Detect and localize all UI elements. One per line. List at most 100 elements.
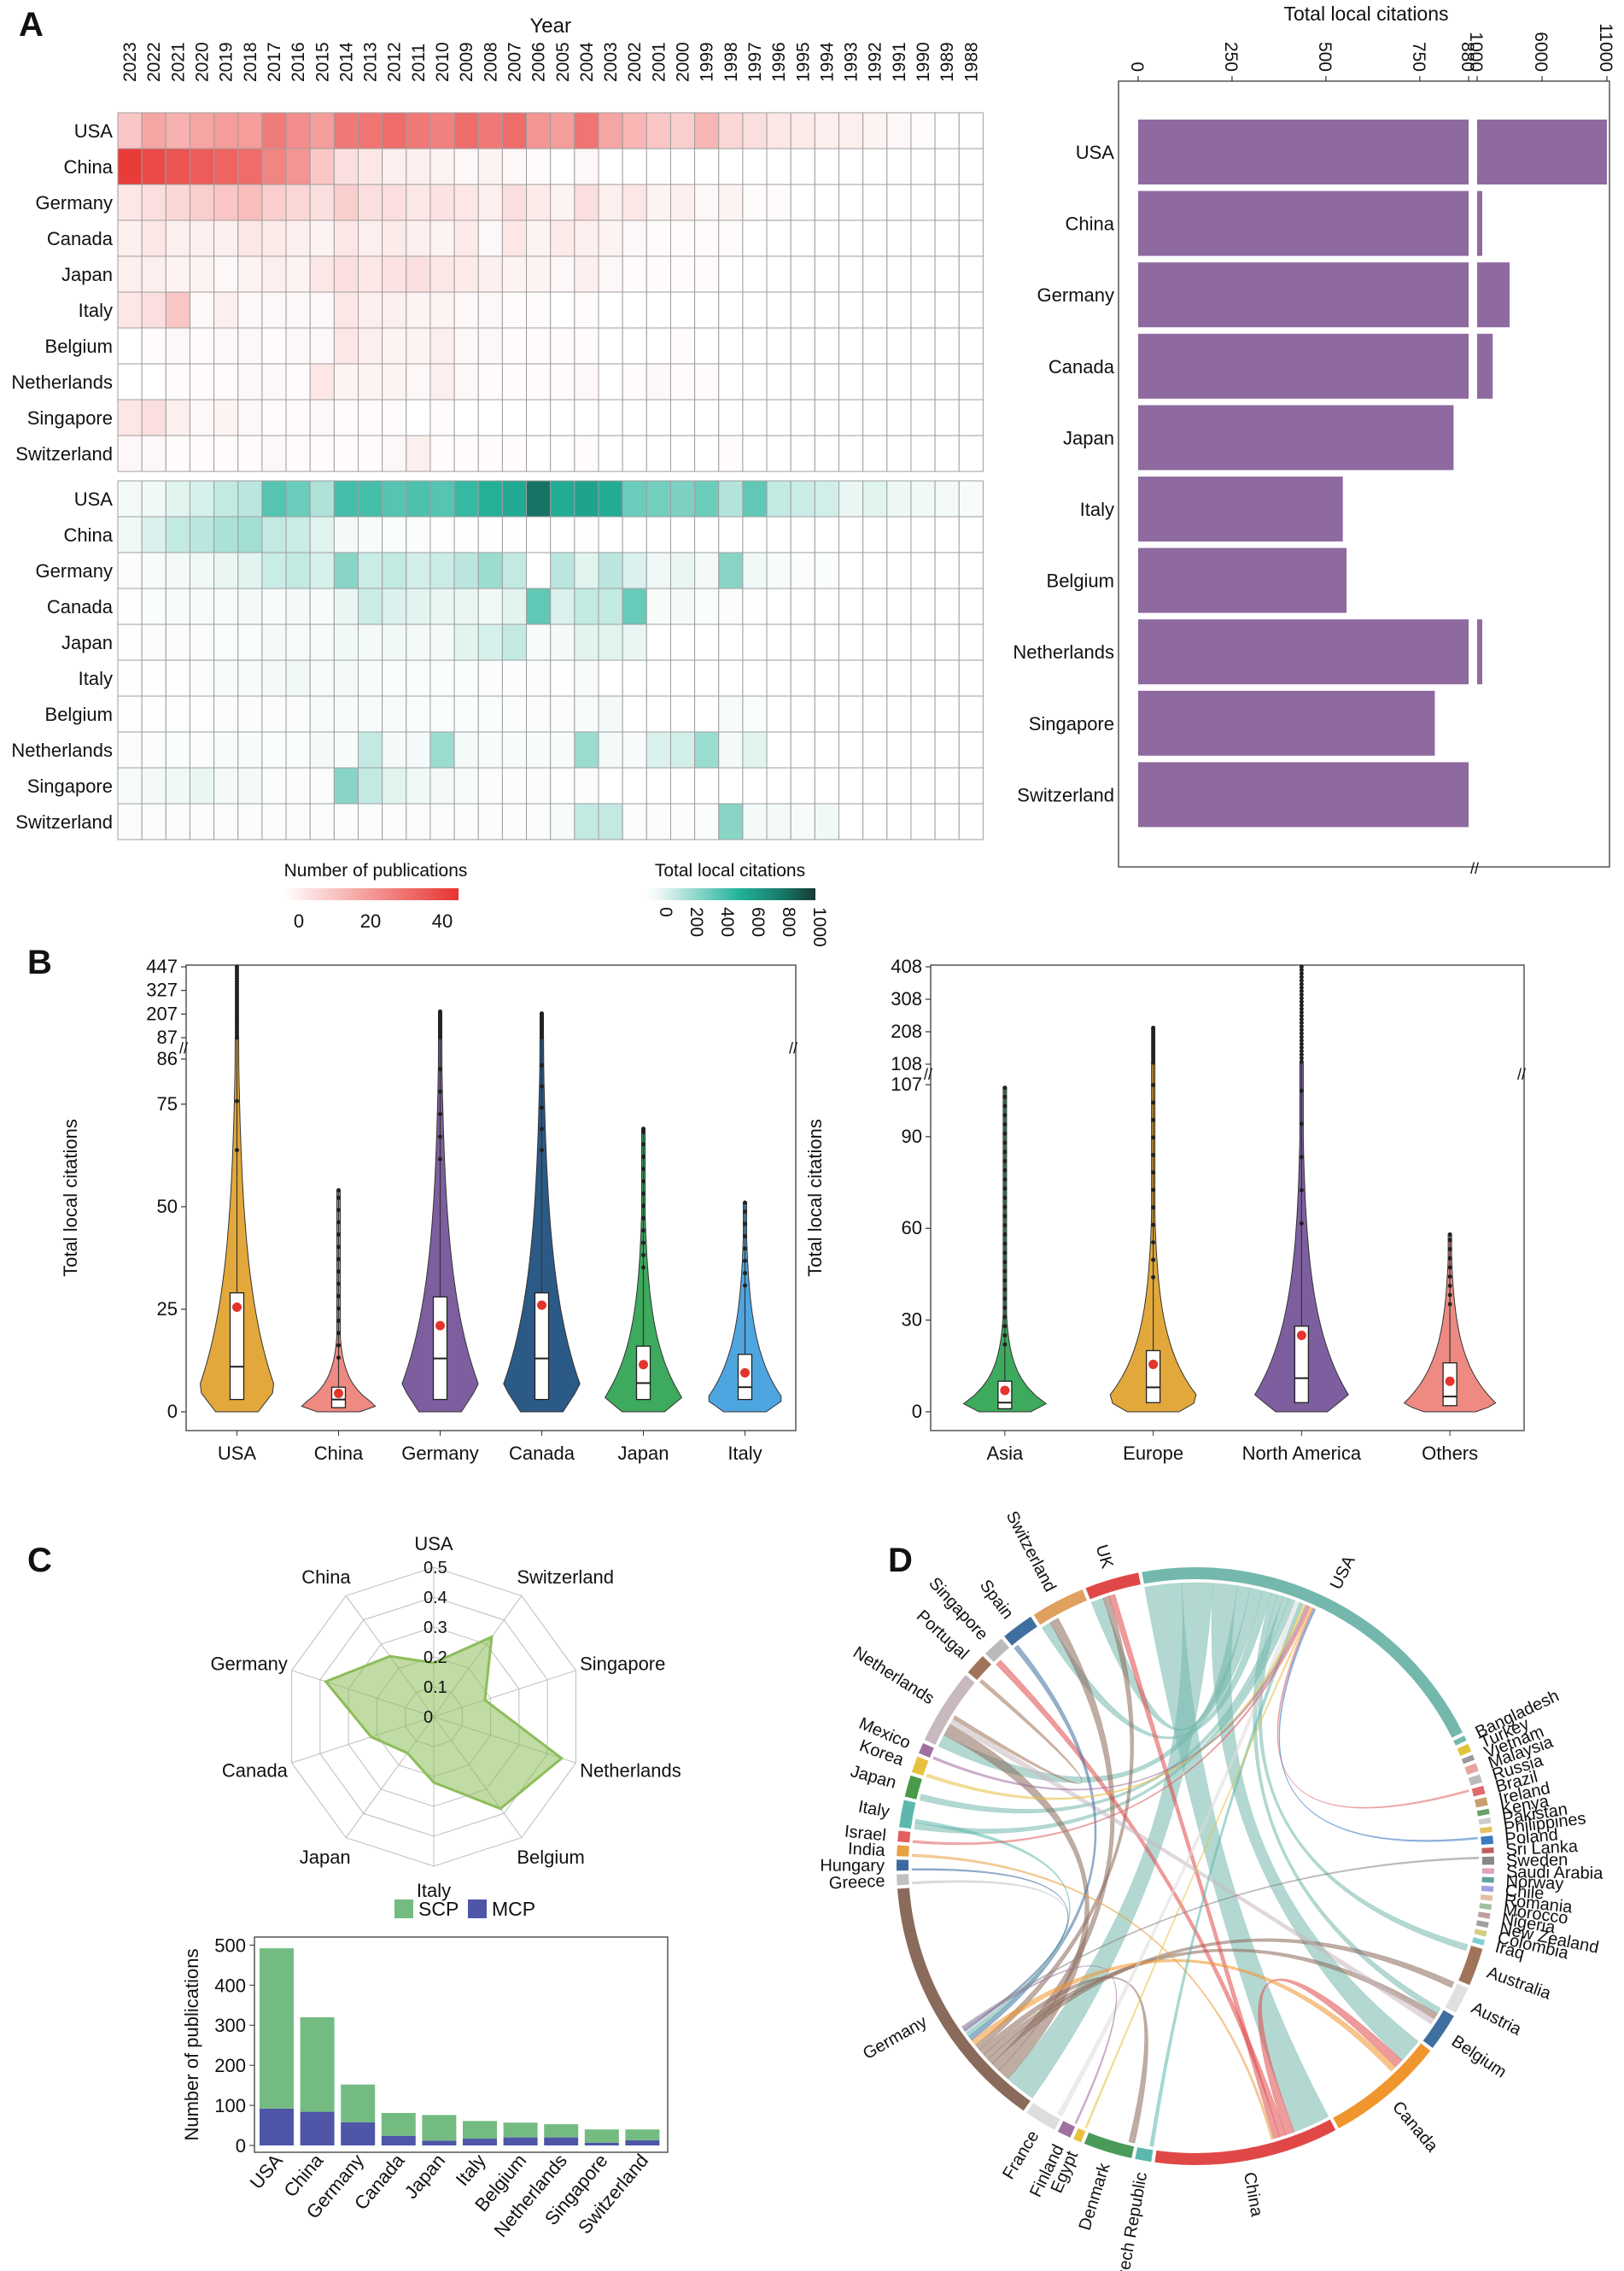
violin-category-label: Germany xyxy=(401,1443,478,1464)
heatmap-publications-cell xyxy=(189,291,215,329)
heatmap-citations-cell xyxy=(141,480,166,518)
heatmap-citations-cell xyxy=(669,516,696,553)
violin-ytick-label: 25 xyxy=(157,1298,178,1320)
heatmap-publications-cell xyxy=(694,291,720,329)
heatmap-publications-cell xyxy=(598,291,623,329)
heatmap-publications-cell xyxy=(261,219,287,257)
bar-germany-segment-high xyxy=(1477,262,1510,328)
heatmap-year-label: 2019 xyxy=(217,42,237,82)
heatmap-publications-row-label: Singapore xyxy=(27,407,113,429)
heatmap-citations-cell xyxy=(526,695,552,733)
heatmap-publications-cell xyxy=(526,184,552,221)
heatmap-citations-cell xyxy=(285,480,311,518)
violin-others-outlier xyxy=(1447,1284,1452,1289)
heatmap-citations-cell xyxy=(790,803,815,840)
legend-mcp-swatch xyxy=(468,1899,487,1918)
heatmap-publications-row-label: Italy xyxy=(79,300,113,321)
heatmap-citations-cell xyxy=(862,659,888,697)
heatmap-publications-cell xyxy=(333,435,359,472)
chord-ribbon-usa-japan xyxy=(919,1595,1290,1814)
heatmap-publications-cell xyxy=(669,148,696,185)
heatmap-publications-cell xyxy=(141,112,166,149)
heatmap-publications-cell xyxy=(838,399,864,436)
violin-asia-outlier xyxy=(1002,1150,1008,1155)
bar-italy xyxy=(1138,477,1343,541)
heatmap-publications-cell xyxy=(358,327,383,365)
heatmap-publications-cell xyxy=(261,255,287,293)
heatmap-publications-row-label: Japan xyxy=(61,264,113,285)
heatmap-publications-cell xyxy=(165,435,190,472)
violin-asia-outlier xyxy=(1002,1186,1008,1191)
chord-arc-vietnam xyxy=(1461,1754,1475,1765)
violin-north-america-outlier xyxy=(1299,1088,1304,1093)
heatmap-citations-cell xyxy=(742,695,768,733)
heatmap-publications-cell xyxy=(550,291,575,329)
heatmap-publications-cell xyxy=(814,112,839,149)
heatmap-publications-cell xyxy=(429,112,455,149)
heatmap-publications-cell xyxy=(574,435,599,472)
violin-north-america-outlier xyxy=(1299,1049,1304,1054)
heatmap-citations-cell xyxy=(862,588,888,625)
chord-ribbon-greece-germany xyxy=(912,1880,1069,2034)
stacked-bar-category-label: Japan xyxy=(400,2150,450,2203)
violin-others-outlier xyxy=(1447,1255,1452,1261)
heatmap-publications-cell xyxy=(429,399,455,436)
bar-chart-category-label: Japan xyxy=(1063,427,1114,448)
heatmap-citations-cell xyxy=(453,659,479,697)
heatmap-publications-cell xyxy=(333,255,359,293)
violin-north-america-outlier xyxy=(1299,971,1304,976)
heatmap-publications-cell xyxy=(453,184,479,221)
heatmap-publications-cell xyxy=(237,435,263,472)
heatmap-publications-cell xyxy=(406,255,431,293)
legend-mcp-label: MCP xyxy=(492,1898,535,1920)
chord-label-sri-lanka: Sri Lanka xyxy=(1505,1837,1579,1860)
heatmap-citations-cell xyxy=(477,552,503,589)
heatmap-publications-cell xyxy=(862,148,888,185)
heatmap-citations-cell xyxy=(141,767,166,805)
heatmap-publications-cell xyxy=(742,219,768,257)
violin-north-america-outlier xyxy=(1299,1059,1304,1064)
violin-north-america-outlier xyxy=(1299,1024,1304,1029)
heatmap-citations-cell xyxy=(477,767,503,805)
violin-canada-outlier xyxy=(540,1105,544,1110)
heatmap-publications-cell xyxy=(766,148,792,185)
chord-arc-saudi-arabia xyxy=(1481,1868,1494,1874)
bar-italy-mcp xyxy=(463,2139,497,2145)
heatmap-citations-cell xyxy=(718,552,744,589)
heatmap-citations-cell xyxy=(189,516,215,553)
heatmap-publications-cell xyxy=(189,255,215,293)
heatmap-publications-row-label: Netherlands xyxy=(11,372,113,393)
chord-arc-philippines xyxy=(1480,1826,1493,1834)
chord-label-switzerland: Switzerland xyxy=(1002,1508,1060,1595)
heatmap-publications-cell xyxy=(862,363,888,401)
heatmap-year-label: 2001 xyxy=(649,42,669,82)
heatmap-citations-cell xyxy=(117,623,143,661)
heatmap-citations-cell xyxy=(958,623,984,661)
violin-japan-outlier xyxy=(641,1129,646,1134)
violin-ytick-label: 408 xyxy=(891,956,922,977)
heatmap-citations-cell xyxy=(477,695,503,733)
legend-publications-title: Number of publications xyxy=(284,861,468,881)
heatmap-citations-cell xyxy=(453,623,479,661)
heatmap-publications-cell xyxy=(669,291,696,329)
heatmap-publications-cell xyxy=(382,255,407,293)
heatmap-publications-cell xyxy=(406,148,431,185)
heatmap-publications-cell xyxy=(934,148,960,185)
heatmap-publications-cell xyxy=(886,219,912,257)
heatmap-publications-cell xyxy=(213,112,239,149)
violin-asia-outlier xyxy=(1002,1287,1008,1292)
heatmap-publications-cell xyxy=(910,112,936,149)
chord-arc-japan xyxy=(904,1775,922,1800)
violin-asia-outlier xyxy=(1002,1140,1008,1145)
heatmap-citations-cell xyxy=(213,695,239,733)
heatmap-citations-cell xyxy=(550,767,575,805)
chord-arc-nigeria xyxy=(1477,1911,1491,1919)
heatmap-year-label: 1992 xyxy=(866,42,885,82)
heatmap-citations-cell xyxy=(958,695,984,733)
bar-canada-segment-high xyxy=(1477,333,1493,399)
violin-category-label: Europe xyxy=(1123,1443,1183,1464)
chord-ribbon-china-canada xyxy=(1258,1978,1403,2136)
stacked-bar-frame xyxy=(254,1936,669,2153)
heatmap-citations-cell xyxy=(598,516,623,553)
